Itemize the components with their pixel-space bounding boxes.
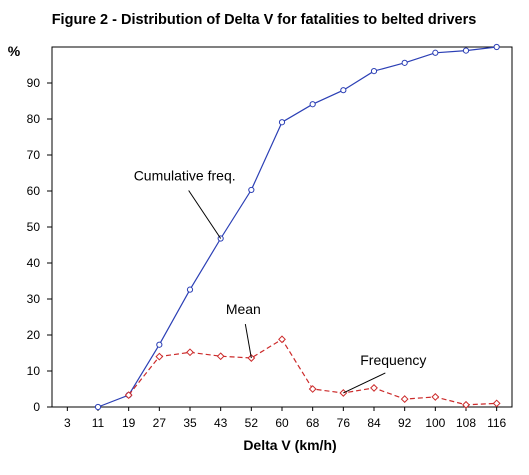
x-tick-label: 116 [487, 416, 506, 430]
data-point [94, 403, 102, 411]
x-tick-label: 92 [398, 416, 412, 430]
x-tick-label: 108 [456, 416, 476, 430]
series-line [97, 46, 497, 408]
plot-area [51, 46, 513, 408]
annotation-leader [244, 323, 252, 359]
x-axis: 3 11 19 27 35 43 52 60 68 76 84 92 100 108 116 [64, 407, 507, 430]
chart-title: Figure 2 - Distribution of Delta V for f… [52, 12, 477, 28]
data-point [340, 87, 347, 94]
y-tick-label: 0 [33, 400, 40, 414]
y-tick-label: 20 [27, 328, 41, 342]
annotation-label: Mean [226, 301, 261, 317]
data-point [248, 186, 255, 194]
y-tick-label: 60 [27, 184, 41, 198]
data-point [155, 352, 164, 361]
series-layer [94, 43, 501, 411]
data-point [186, 348, 194, 357]
x-tick-label: 43 [214, 416, 228, 430]
data-point [278, 335, 286, 344]
data-point [400, 395, 409, 403]
x-tick-label: 19 [122, 416, 136, 430]
y-tick-label: 30 [27, 292, 41, 306]
annotation-layer: Cumulative freq. Mean Frequency [134, 168, 426, 394]
plot-border [51, 46, 513, 408]
data-point [370, 68, 378, 75]
data-point [156, 341, 163, 348]
data-point [124, 391, 133, 400]
data-point [401, 59, 408, 66]
data-point [493, 43, 500, 51]
x-tick-label: 3 [64, 416, 71, 430]
data-point [186, 286, 194, 293]
data-point [432, 49, 439, 56]
data-point [462, 47, 470, 54]
y-tick-label: 80 [27, 112, 41, 126]
data-point [308, 385, 317, 393]
x-tick-label: 35 [183, 416, 197, 430]
data-point [309, 101, 316, 108]
y-tick-label: 10 [27, 364, 41, 378]
x-tick-label: 11 [92, 416, 105, 430]
y-tick-label: 90 [27, 76, 41, 90]
x-tick-label: 68 [306, 416, 320, 430]
data-point [216, 352, 225, 361]
x-tick-label: 76 [337, 416, 351, 430]
series-1 [124, 335, 501, 409]
data-point [370, 384, 378, 392]
x-tick-label: 27 [153, 416, 167, 430]
annotation-leader [188, 190, 222, 239]
y-tick-label: 40 [27, 256, 41, 270]
y-axis-label: % [8, 43, 21, 59]
data-point [339, 389, 348, 397]
x-tick-label: 52 [245, 416, 259, 430]
data-point [492, 399, 501, 408]
x-tick-label: 84 [367, 416, 381, 430]
y-tick-label: 50 [27, 220, 41, 234]
data-point [278, 119, 286, 126]
x-axis-label: Delta V (km/h) [243, 437, 336, 453]
data-point [431, 393, 440, 401]
annotation-label: Frequency [360, 352, 426, 368]
x-tick-label: 100 [425, 416, 445, 430]
y-tick-label: 70 [27, 148, 41, 162]
x-tick-label: 60 [275, 416, 289, 430]
annotation-leader [343, 372, 386, 394]
annotation-label: Cumulative freq. [134, 168, 236, 184]
y-axis: 0 10 20 30 40 50 60 70 80 90 [27, 76, 52, 414]
series-0 [94, 43, 500, 411]
data-point [462, 400, 470, 409]
series-line [128, 338, 497, 406]
